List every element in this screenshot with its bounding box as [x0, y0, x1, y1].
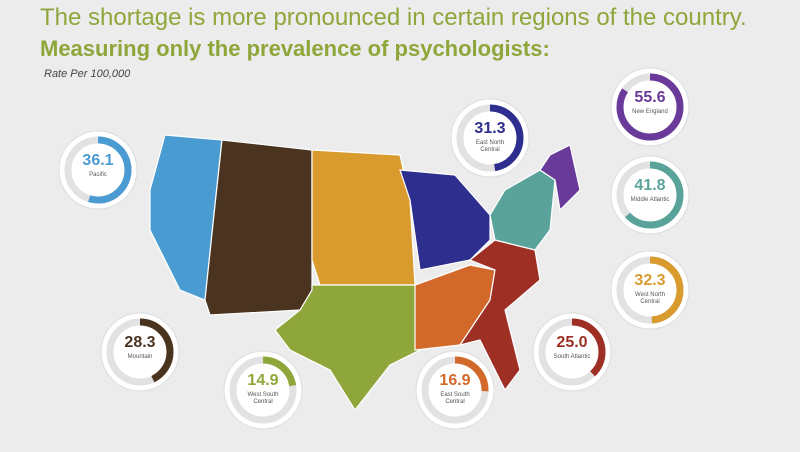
value-label: 28.3	[124, 334, 156, 351]
gauge-arc	[229, 356, 297, 424]
gauge: 25.0 South Atlantic	[532, 312, 612, 392]
gauge-arc	[421, 356, 489, 424]
region-enc	[399, 169, 491, 271]
gauge: 55.6 New England	[610, 67, 690, 147]
gauge-graphic	[415, 350, 495, 430]
gauge-graphic	[610, 155, 690, 235]
subtitle: Measuring only the prevalence of psychol…	[40, 36, 550, 61]
gauge-graphic	[100, 312, 180, 392]
region-ne	[539, 144, 581, 212]
unit-label: Rate Per 100,000	[44, 68, 131, 80]
value-label: 55.6	[634, 89, 666, 106]
gauge-arc	[106, 318, 174, 386]
value-label: 41.8	[634, 177, 666, 194]
gauge-arc	[616, 256, 684, 324]
gauge-graphic	[58, 130, 138, 210]
gauge: 36.1 Pacific	[58, 130, 138, 210]
gauge: 32.3 West North Central	[610, 250, 690, 330]
gauge: 16.9 East South Central	[415, 350, 495, 430]
region-label: Mountain	[127, 354, 153, 360]
value-label: 25.0	[556, 334, 588, 351]
region-label: South Atlantic	[553, 354, 591, 360]
gauge-graphic	[610, 67, 690, 147]
gauge: 14.9 West South Central	[223, 350, 303, 430]
gauge-arc	[538, 318, 606, 386]
gauge-graphic	[450, 98, 530, 178]
value-label: 14.9	[247, 372, 279, 389]
title: The shortage is more pronounced in certa…	[40, 4, 747, 31]
value-label: 36.1	[82, 152, 114, 169]
gauge: 41.8 Middle Atlantic	[610, 155, 690, 235]
region-label: East South Central	[440, 392, 470, 405]
region-label: East North Central	[475, 140, 505, 153]
gauge-graphic	[532, 312, 612, 392]
gauge: 31.3 East North Central	[450, 98, 530, 178]
value-label: 32.3	[634, 272, 666, 289]
region-ma	[489, 169, 556, 251]
gauge-arc	[616, 161, 684, 229]
region-mountain	[204, 139, 313, 316]
region-label: Middle Atlantic	[630, 197, 670, 203]
gauge-graphic	[223, 350, 303, 430]
gauge-arc	[64, 136, 132, 204]
gauge: 28.3 Mountain	[100, 312, 180, 392]
gauge-graphic	[610, 250, 690, 330]
gauge-arc	[456, 104, 524, 172]
value-label: 16.9	[439, 372, 471, 389]
region-label: Pacific	[89, 172, 107, 178]
region-label: New England	[632, 109, 668, 115]
region-label: West South Central	[247, 392, 279, 405]
gauge-arc	[616, 73, 684, 141]
region-label: West North Central	[635, 292, 665, 305]
value-label: 31.3	[474, 120, 506, 137]
